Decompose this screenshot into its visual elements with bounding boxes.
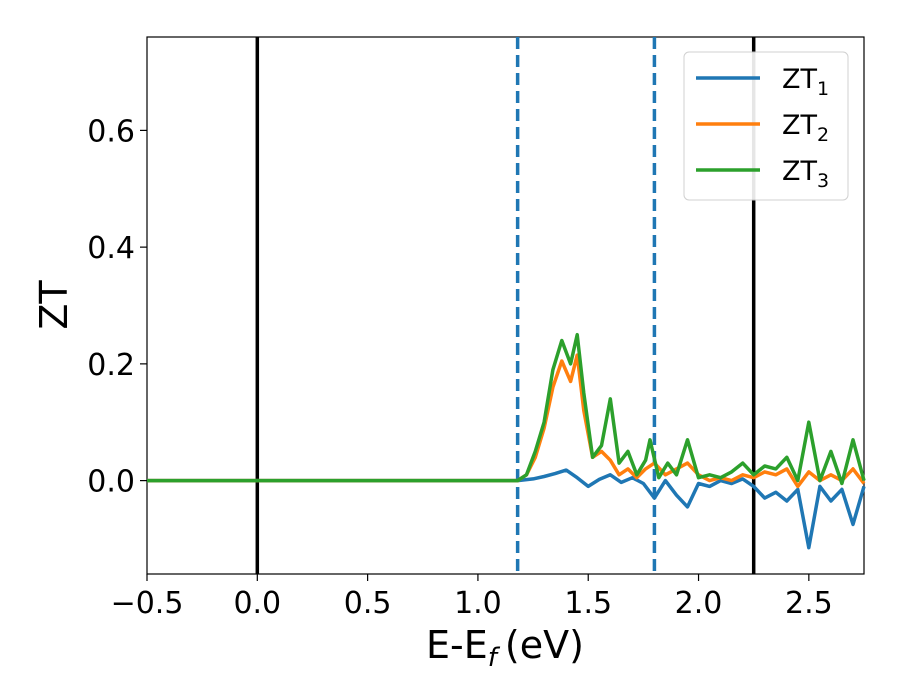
x-tick-label: 2.0 — [675, 586, 723, 621]
series-line-zt1 — [147, 468, 866, 550]
series-line-zt3 — [147, 332, 866, 486]
y-axis-ticks: 0.0 0.2 0.4 0.6 — [87, 114, 147, 500]
x-axis-label: E-Ef (eV) — [426, 623, 584, 673]
x-tick-label: 0.0 — [233, 586, 281, 621]
data-series — [147, 332, 866, 550]
y-tick-label: 0.0 — [87, 465, 135, 500]
x-tick-label: 1.0 — [454, 586, 502, 621]
y-tick-label: 0.6 — [87, 114, 135, 149]
x-tick-label: 1.5 — [564, 586, 612, 621]
vertical-reference-lines — [255, 37, 756, 574]
y-tick-label: 0.2 — [87, 348, 135, 383]
x-tick-label: 2.5 — [785, 586, 833, 621]
x-axis-label-unit: (eV) — [505, 623, 584, 667]
x-tick-label: −0.5 — [111, 586, 184, 621]
x-tick-label: 0.5 — [344, 586, 392, 621]
y-tick-label: 0.4 — [87, 231, 135, 266]
legend-box — [683, 51, 849, 201]
legend-subscript: 2 — [817, 124, 829, 146]
x-axis-label-subscript: f — [488, 643, 501, 673]
plot-area-frame — [146, 36, 865, 575]
series-line-zt2 — [147, 353, 866, 489]
y-axis-label: ZT — [32, 280, 76, 330]
legend-subscript: 3 — [817, 170, 829, 192]
legend-subscript: 1 — [817, 78, 829, 100]
x-axis-label-main: E-E — [426, 623, 488, 667]
x-axis-ticks: −0.5 0.0 0.5 1.0 1.5 2.0 2.5 — [111, 574, 833, 621]
